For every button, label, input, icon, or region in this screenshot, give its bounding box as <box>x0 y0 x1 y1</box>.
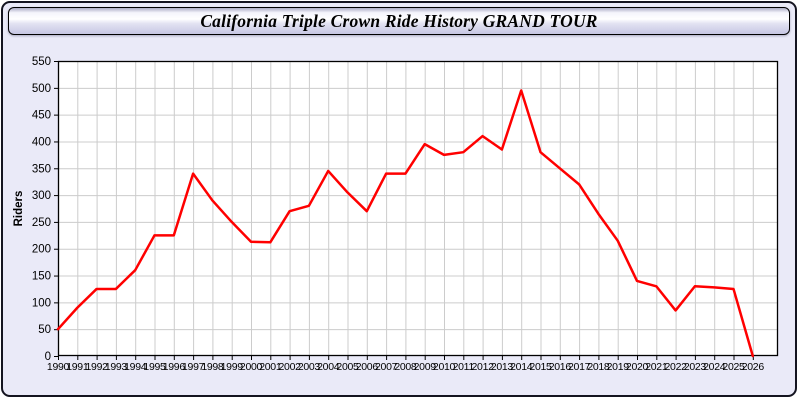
x-tick-label: 1992 <box>86 361 109 373</box>
x-tick-label: 2017 <box>568 361 591 373</box>
ride-history-chart: 0501001502002503003504004505005501990199… <box>13 56 779 373</box>
x-tick-label: 2001 <box>259 361 282 373</box>
chart-area: 0 50 100 150 200 250 300 350 400 450 500 550 1990 199… <box>3 35 795 395</box>
y-tick-label: 550 <box>32 56 51 68</box>
x-tick-label: 2006 <box>356 361 379 373</box>
y-tick-label: 400 <box>32 136 51 148</box>
x-tick-label: 2008 <box>394 361 417 373</box>
y-tick-label: 150 <box>32 271 51 283</box>
x-tick-label: 1999 <box>221 361 244 373</box>
x-tick-label: 2013 <box>491 361 514 373</box>
x-tick-label: 1990 <box>47 361 70 373</box>
y-tick-label: 350 <box>32 163 51 175</box>
y-tick-label: 450 <box>32 110 51 122</box>
x-tick-label: 2007 <box>375 361 398 373</box>
x-tick-label: 2010 <box>433 361 456 373</box>
x-tick-label: 1996 <box>163 361 186 373</box>
x-tick-label: 1991 <box>66 361 89 373</box>
y-tick-label: 50 <box>38 324 51 336</box>
x-tick-label: 2002 <box>279 361 302 373</box>
x-tick-label: 2003 <box>298 361 321 373</box>
x-tick-label: 1997 <box>182 361 205 373</box>
gridlines <box>58 61 778 356</box>
y-axis-labels: 0 50 100 150 200 250 300 350 400 450 500 550 <box>32 56 51 363</box>
x-tick-label: 2022 <box>665 361 688 373</box>
x-tick-label: 2011 <box>453 361 475 373</box>
x-tick-label: 2015 <box>529 361 552 373</box>
y-tick-label: 500 <box>32 83 51 95</box>
y-axis-title: Riders <box>13 191 25 227</box>
x-tick-label: 2019 <box>607 361 630 373</box>
title-bar: California Triple Crown Ride History GRA… <box>8 7 790 35</box>
x-tick-label: 2021 <box>645 361 668 373</box>
x-tick-label: 2026 <box>742 361 765 373</box>
x-axis-labels: 1990199119921993199419951996199719981999… <box>47 361 765 373</box>
x-tick-label: 1994 <box>124 361 147 373</box>
plot-background <box>58 61 778 356</box>
x-tick-label: 1995 <box>143 361 166 373</box>
x-tick-label: 1998 <box>201 361 224 373</box>
x-tick-label: 2004 <box>317 361 340 373</box>
y-tick-label: 0 <box>45 351 51 363</box>
y-tick-label: 200 <box>32 244 51 256</box>
x-tick-label: 2020 <box>626 361 649 373</box>
x-tick-label: 2018 <box>587 361 610 373</box>
riders-data-line <box>56 89 755 358</box>
y-tick-label: 300 <box>32 190 51 202</box>
y-tick-label: 100 <box>32 297 51 309</box>
plot-frame <box>57 60 779 357</box>
page-title: California Triple Crown Ride History GRA… <box>200 10 598 31</box>
x-tick-label: 2009 <box>414 361 437 373</box>
y-tick-label: 250 <box>32 217 51 229</box>
x-tick-label: 2005 <box>336 361 359 373</box>
x-tick-label: 2012 <box>472 361 495 373</box>
x-tick-label: 1993 <box>105 361 128 373</box>
x-tick-label: 2023 <box>684 361 707 373</box>
x-tick-label: 2014 <box>510 361 533 373</box>
x-tick-label: 2016 <box>549 361 572 373</box>
x-tick-label: 2024 <box>703 361 726 373</box>
x-tick-label: 2025 <box>722 361 745 373</box>
x-tick-label: 2000 <box>240 361 263 373</box>
